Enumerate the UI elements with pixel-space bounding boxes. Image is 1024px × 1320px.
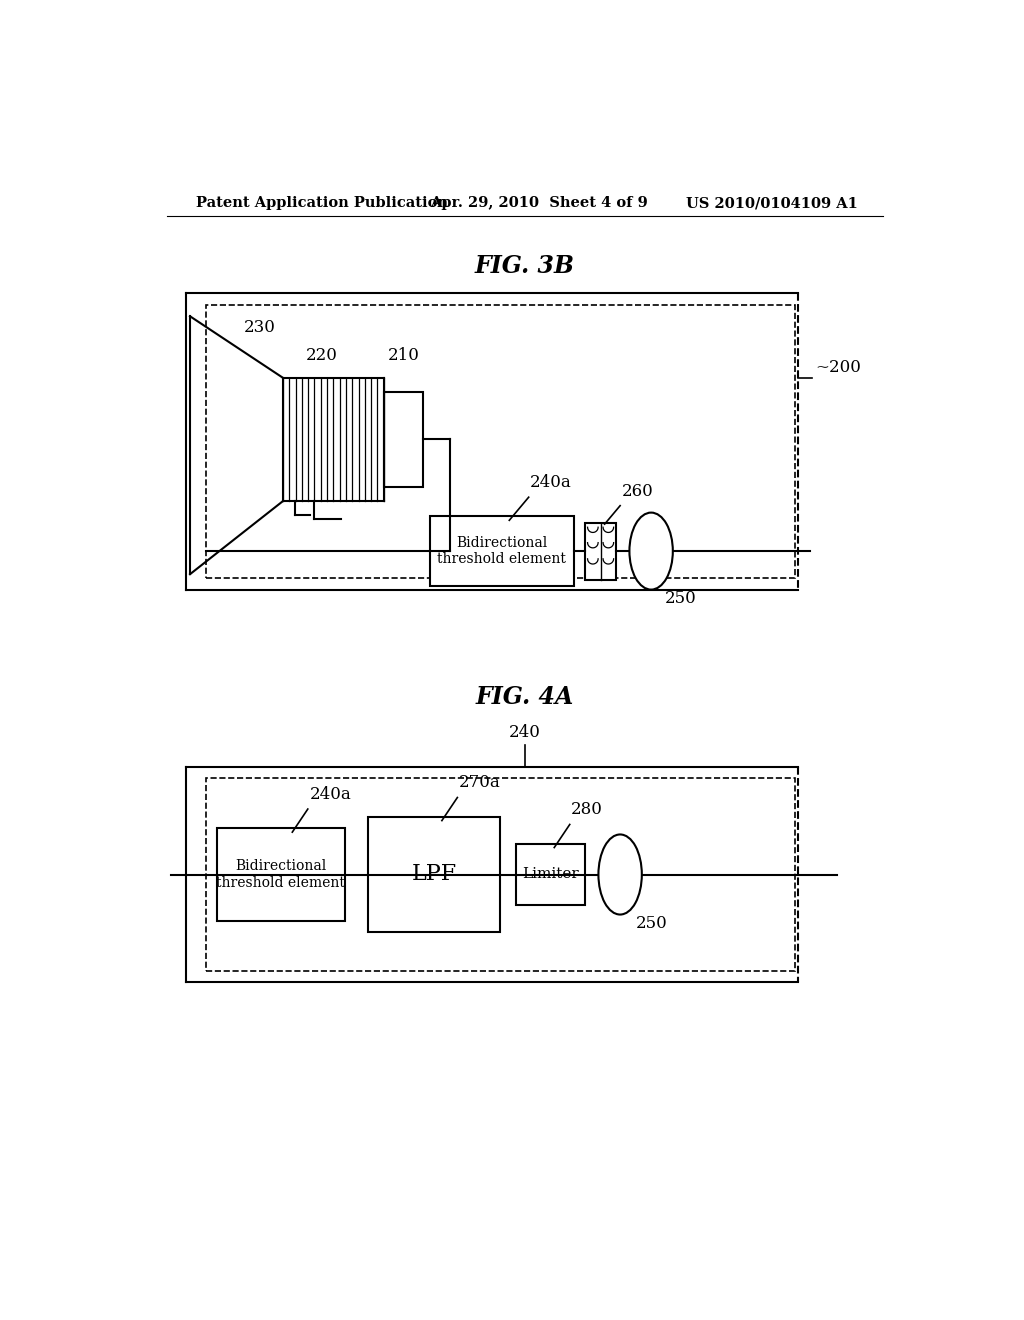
Text: FIG. 4A: FIG. 4A xyxy=(475,685,574,709)
Ellipse shape xyxy=(598,834,642,915)
Text: 250: 250 xyxy=(636,915,668,932)
Text: Bidirectional
threshold element: Bidirectional threshold element xyxy=(216,859,345,890)
FancyBboxPatch shape xyxy=(384,392,423,487)
Text: Limiter: Limiter xyxy=(522,867,579,882)
FancyBboxPatch shape xyxy=(586,523,616,579)
Text: Patent Application Publication: Patent Application Publication xyxy=(197,197,449,210)
FancyBboxPatch shape xyxy=(217,829,345,921)
Ellipse shape xyxy=(630,512,673,590)
FancyBboxPatch shape xyxy=(369,817,500,932)
FancyBboxPatch shape xyxy=(430,516,573,586)
Text: 280: 280 xyxy=(571,801,603,818)
Text: 210: 210 xyxy=(388,347,420,364)
FancyBboxPatch shape xyxy=(515,843,586,906)
Text: Bidirectional
threshold element: Bidirectional threshold element xyxy=(437,536,566,566)
Text: 270a: 270a xyxy=(459,775,501,792)
Text: LPF: LPF xyxy=(412,863,457,886)
Text: ~200: ~200 xyxy=(815,359,861,376)
Text: 250: 250 xyxy=(665,590,696,607)
Text: 260: 260 xyxy=(622,483,653,500)
Text: FIG. 3B: FIG. 3B xyxy=(475,255,574,279)
Text: 220: 220 xyxy=(306,347,338,364)
Text: 240a: 240a xyxy=(530,474,572,491)
Text: US 2010/0104109 A1: US 2010/0104109 A1 xyxy=(686,197,858,210)
Text: 240a: 240a xyxy=(309,785,351,803)
Text: 240: 240 xyxy=(509,723,541,741)
Text: 230: 230 xyxy=(245,318,276,335)
Text: Apr. 29, 2010  Sheet 4 of 9: Apr. 29, 2010 Sheet 4 of 9 xyxy=(430,197,648,210)
